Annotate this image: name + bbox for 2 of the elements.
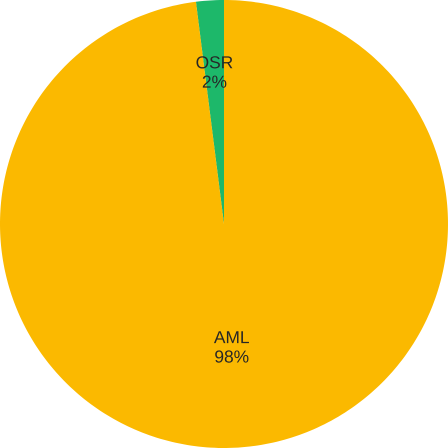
data-label: 98% (215, 350, 248, 363)
slice-label: AML (214, 331, 249, 344)
